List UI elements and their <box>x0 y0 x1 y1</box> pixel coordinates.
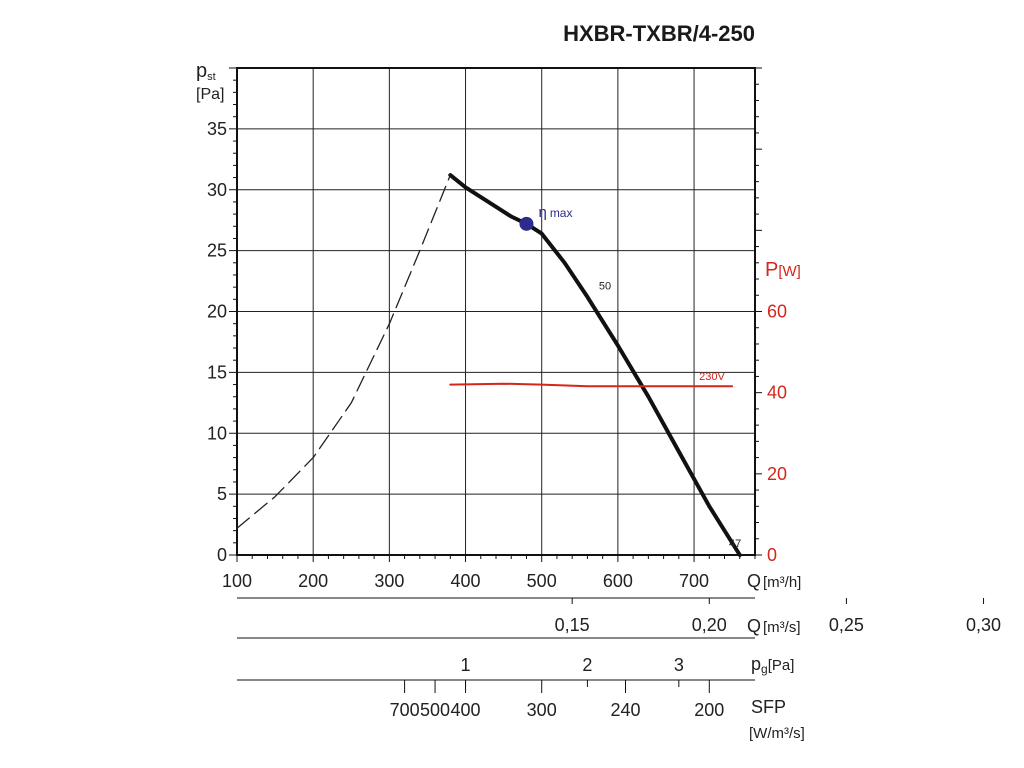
x-tick-label: 200 <box>298 571 328 591</box>
y-tick-label: 25 <box>207 241 227 261</box>
right-axis: 0 20 40 60 <box>755 67 787 565</box>
x-tick-label: 500 <box>527 571 557 591</box>
scale-sfp: 700 500 400 300 240 200 <box>390 680 724 720</box>
y-axis: 0 5 10 15 20 25 30 35 <box>207 67 237 565</box>
y-tick-label: 20 <box>207 302 227 322</box>
x-tick-label: 300 <box>374 571 404 591</box>
x-tick-label: 700 <box>679 571 709 591</box>
scale-sfp-tick: 400 <box>451 700 481 720</box>
x-axis-label: Q [m³/h] <box>747 571 801 591</box>
x-tick-label: 400 <box>451 571 481 591</box>
scale-sfp-tick: 240 <box>610 700 640 720</box>
right-axis-label: P[W] <box>765 259 801 281</box>
right-tick-label: 0 <box>767 545 777 565</box>
y-tick-label: 15 <box>207 362 227 382</box>
scale-sfp-tick: 200 <box>694 700 724 720</box>
scale-q-m3s-tick: 0,30 <box>966 615 1001 635</box>
right-tick-label: 20 <box>767 464 787 484</box>
y-axis-label: pst <box>196 60 216 83</box>
x-axis: 100 200 300 400 500 600 700 <box>222 555 756 591</box>
pressure-curve <box>448 173 742 557</box>
scale-sfp-unit: [W/m³/s] <box>749 725 805 742</box>
scale-q-m3s-tick: 0,20 <box>692 615 727 635</box>
series-label: 50 <box>599 281 611 293</box>
y-tick-label: 35 <box>207 119 227 139</box>
y-tick-label: 30 <box>207 180 227 200</box>
scale-q-m3s-label: Q [m³/s] <box>747 616 801 636</box>
scale-q-m3s: 0,150,200,250,300,350,40 <box>237 597 1001 639</box>
right-tick-label: 60 <box>767 302 787 322</box>
power-curve <box>449 382 734 388</box>
eta-max-label: η max <box>538 204 572 221</box>
scale-q-m3s-tick: 0,25 <box>829 615 864 635</box>
y-axis-unit: [Pa] <box>196 86 224 103</box>
unstable-region-curve <box>236 174 451 529</box>
scale-sfp-tick: 300 <box>527 700 557 720</box>
scale-sfp-tick: 500 <box>420 700 450 720</box>
series-layer <box>236 173 742 557</box>
right-tick-label: 40 <box>767 383 787 403</box>
scale-sfp-tick: 700 <box>390 700 420 720</box>
y-tick-label: 5 <box>217 484 227 504</box>
chart-title: HXBR-TXBR/4-250 <box>563 21 755 46</box>
grid <box>237 68 755 555</box>
power-series-label: 230V <box>699 371 725 383</box>
scale-pg-tick: 2 <box>582 655 592 675</box>
scale-pg: 1 2 3 <box>237 655 755 687</box>
eta-max-marker <box>519 216 534 231</box>
x-tick-label: 100 <box>222 571 252 591</box>
scale-pg-tick: 1 <box>461 655 471 675</box>
scale-q-m3s-tick: 0,15 <box>555 615 590 635</box>
scale-pg-label: pg[Pa] <box>751 654 794 676</box>
curve-end-label: 47 <box>729 538 741 550</box>
y-tick-label: 10 <box>207 423 227 443</box>
scale-pg-tick: 3 <box>674 655 684 675</box>
y-tick-label: 0 <box>217 545 227 565</box>
scale-sfp-label: SFP <box>751 697 786 717</box>
x-tick-label: 600 <box>603 571 633 591</box>
